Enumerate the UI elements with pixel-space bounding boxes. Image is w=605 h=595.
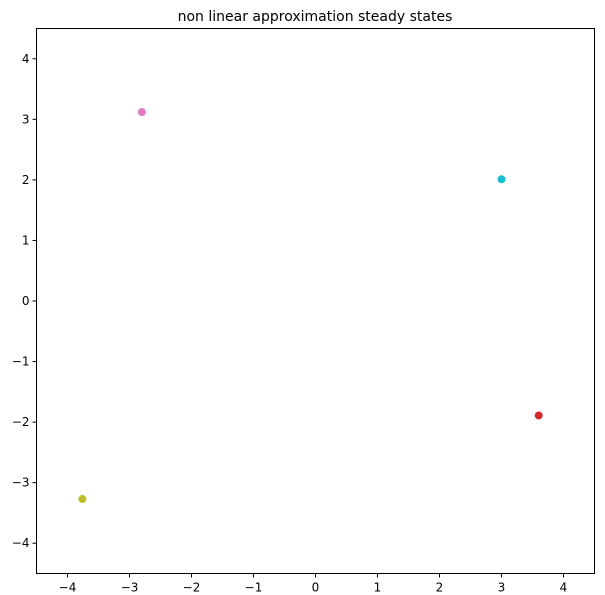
x-tick-label: 4 [560,581,568,595]
y-tick-label: −4 [12,536,30,550]
x-axis: −4 −3 −2 −1 0 1 2 3 4 [59,573,568,595]
y-tick-label: −1 [12,355,30,369]
x-tick-label: −3 [121,581,139,595]
scatter-point [78,495,87,504]
plot-area [78,108,543,504]
x-tick-label: −4 [59,581,77,595]
y-tick-label: 3 [22,112,30,126]
axes-frame [36,28,595,574]
y-tick-label: 0 [22,294,30,308]
y-tick-label: 1 [22,233,30,247]
x-tick-label: −2 [183,581,201,595]
x-tick-label: −1 [245,581,263,595]
y-axis: −4 −3 −2 −1 0 1 2 3 4 [12,52,37,550]
y-tick-label: −3 [12,476,30,490]
scatter-point [497,175,506,184]
x-tick-label: 1 [374,581,382,595]
chart-title: non linear approximation steady states [178,9,453,25]
x-tick-label: 2 [436,581,444,595]
y-tick-label: −2 [12,415,30,429]
x-tick-label: 3 [498,581,506,595]
scatter-point [137,108,146,117]
y-tick-label: 2 [22,173,30,187]
y-tick-label: 4 [22,52,30,66]
x-tick-label: 0 [312,581,320,595]
scatter-point [534,411,543,420]
